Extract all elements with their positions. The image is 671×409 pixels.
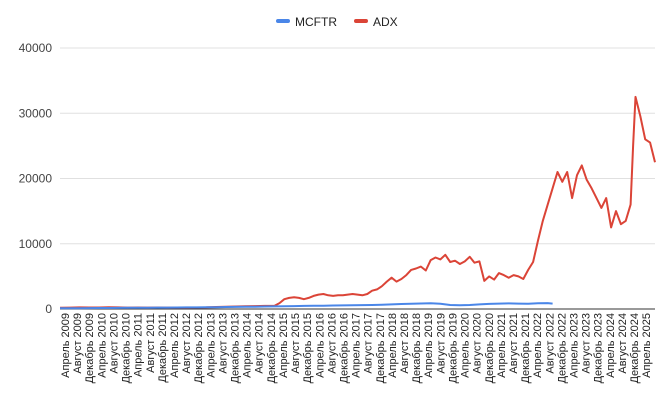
- x-tick-label: Декабрь 2009: [84, 313, 96, 383]
- x-axis-ticks: Апрель 2009 Август 2009 Декабрь 2009 Апрель…: [60, 313, 653, 383]
- x-tick-label: Декабрь 2021: [520, 313, 532, 383]
- x-tick-label: Апрель 2023: [569, 313, 581, 378]
- x-tick-label: Апрель 2022: [532, 313, 544, 378]
- legend: MCFTR ADX: [276, 15, 398, 29]
- series-line-mcftr: [59, 302, 553, 310]
- x-tick-label: Декабрь 2023: [593, 313, 605, 383]
- legend-swatch: [276, 19, 290, 23]
- x-tick-label: Декабрь 2017: [375, 313, 387, 383]
- x-tick-label: Август 2019: [435, 313, 447, 374]
- x-tick-label: Август 2012: [181, 313, 193, 374]
- y-axis-ticks: 0 10000 20000 30000 40000: [19, 41, 53, 316]
- x-tick-label: Апрель 2024: [605, 313, 617, 378]
- x-tick-label: Декабрь 2022: [556, 313, 568, 383]
- x-tick-label: Август 2020: [472, 313, 484, 374]
- legend-label: MCFTR: [295, 15, 337, 29]
- x-tick-label: Август 2009: [72, 313, 84, 374]
- x-tick-label: Декабрь 2015: [302, 313, 314, 383]
- x-tick-label: Апрель 2017: [351, 313, 363, 378]
- x-tick-label: Декабрь 2018: [411, 313, 423, 383]
- x-tick-label: Апрель 2009: [60, 313, 72, 378]
- x-tick-label: Декабрь 2019: [447, 313, 459, 383]
- series-line-adx: [59, 95, 656, 309]
- x-tick-label: Август 2024: [617, 313, 629, 374]
- x-tick-label: Апрель 2020: [460, 313, 472, 378]
- x-tick-label: Декабрь 2020: [484, 313, 496, 383]
- x-tick-label: Апрель 2012: [169, 313, 181, 378]
- y-tick-label: 10000: [19, 237, 53, 251]
- x-tick-label: Август 2016: [326, 313, 338, 374]
- x-tick-label: Август 2011: [145, 313, 157, 373]
- y-tick-label: 40000: [19, 41, 53, 55]
- x-tick-label: Август 2018: [399, 313, 411, 374]
- x-tick-label: Декабрь 2013: [230, 313, 242, 383]
- x-tick-label: Апрель 2013: [205, 313, 217, 378]
- x-tick-label: Апрель 2016: [314, 313, 326, 378]
- y-tick-label: 20000: [19, 172, 53, 186]
- x-tick-label: Август 2023: [581, 313, 593, 374]
- x-tick-label: Август 2021: [508, 313, 520, 374]
- x-tick-label: Апрель 2015: [278, 313, 290, 378]
- x-tick-label: Август 2022: [544, 313, 556, 374]
- x-tick-label: Декабрь 2024: [629, 313, 641, 383]
- legend-item-adx[interactable]: ADX: [354, 15, 398, 29]
- x-tick-label: Декабрь 2014: [266, 313, 278, 383]
- x-tick-label: Апрель 2018: [387, 313, 399, 378]
- x-tick-label: Апрель 2010: [96, 313, 108, 378]
- x-tick-label: Апрель 2011: [133, 313, 145, 377]
- x-tick-label: Август 2013: [217, 313, 229, 374]
- x-tick-label: Декабрь 2010: [121, 313, 133, 383]
- legend-item-mcftr[interactable]: MCFTR: [276, 15, 337, 29]
- gridlines: [60, 47, 655, 310]
- x-tick-label: Апрель 2014: [242, 313, 254, 378]
- x-tick-label: Август 2014: [254, 313, 266, 374]
- x-tick-label: Август 2010: [108, 313, 120, 374]
- x-tick-label: Август 2015: [290, 313, 302, 374]
- x-tick-label: Апрель 2025: [641, 313, 653, 378]
- legend-label: ADX: [373, 15, 398, 29]
- x-tick-label: Декабрь 2016: [338, 313, 350, 383]
- x-tick-label: Декабрь 2012: [193, 313, 205, 383]
- x-tick-label: Апрель 2019: [423, 313, 435, 378]
- x-tick-label: Апрель 2021: [496, 313, 508, 378]
- legend-swatch: [354, 19, 368, 23]
- y-tick-label: 0: [45, 302, 52, 316]
- x-tick-label: Декабрь 2011: [157, 313, 169, 383]
- y-tick-label: 30000: [19, 106, 53, 120]
- x-tick-label: Август 2017: [363, 313, 375, 374]
- series-lines: [59, 95, 656, 310]
